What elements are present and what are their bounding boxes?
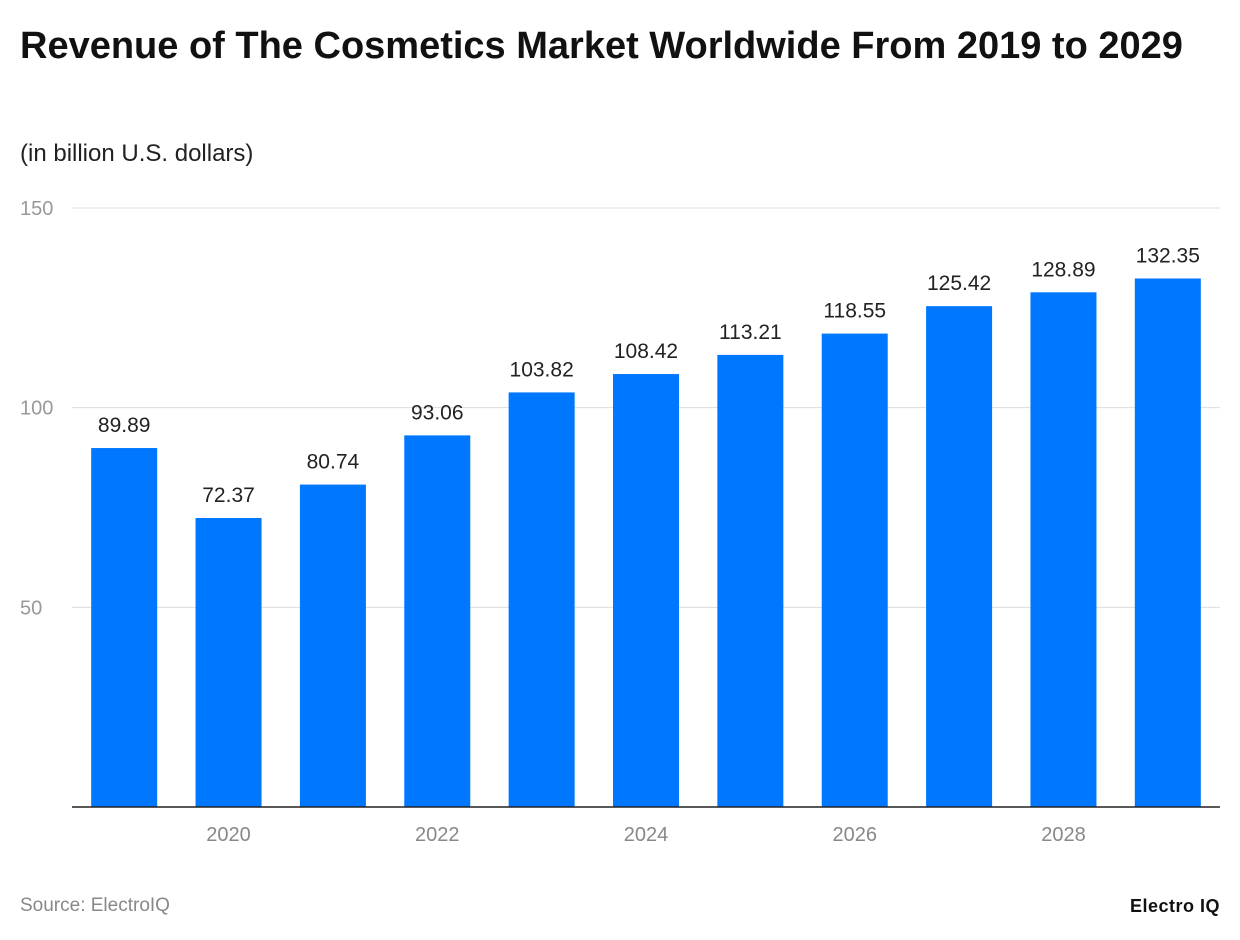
data-label: 108.42 bbox=[614, 340, 678, 363]
bar-2026 bbox=[821, 333, 888, 807]
chart-title: Revenue of The Cosmetics Market Worldwid… bbox=[20, 25, 1183, 67]
x-tick-label: 2020 bbox=[206, 824, 251, 846]
x-tick-label: 2022 bbox=[415, 824, 460, 846]
data-label: 132.35 bbox=[1136, 244, 1200, 267]
bar-2019 bbox=[91, 448, 158, 807]
bar-2023 bbox=[508, 392, 575, 807]
data-label: 118.55 bbox=[823, 300, 886, 323]
data-label: 89.89 bbox=[98, 414, 151, 437]
x-tick-label: 2028 bbox=[1041, 824, 1086, 846]
data-label: 93.06 bbox=[411, 401, 464, 424]
data-label: 80.74 bbox=[307, 451, 360, 474]
bar-2028 bbox=[1030, 292, 1097, 807]
data-label: 128.89 bbox=[1031, 258, 1095, 281]
bar-2024 bbox=[613, 374, 679, 807]
chart-subtitle: (in billion U.S. dollars) bbox=[20, 140, 254, 167]
source-note: Source: ElectroIQ bbox=[20, 895, 170, 916]
bar-2020 bbox=[195, 518, 262, 807]
data-label: 103.82 bbox=[510, 358, 574, 381]
data-label: 125.42 bbox=[927, 272, 991, 295]
y-tick-label: 150 bbox=[20, 198, 53, 220]
bar-2021 bbox=[299, 484, 366, 807]
bar-2027 bbox=[926, 306, 993, 807]
y-tick-label: 50 bbox=[20, 597, 42, 619]
data-label: 113.21 bbox=[719, 321, 782, 344]
bar-2022 bbox=[404, 435, 471, 807]
x-tick-label: 2024 bbox=[624, 824, 669, 846]
bar-2025 bbox=[717, 354, 784, 807]
y-tick-label: 100 bbox=[20, 398, 53, 420]
electroiq-logo: Electro IQ bbox=[1129, 896, 1220, 916]
x-tick-label: 2026 bbox=[832, 824, 877, 846]
data-label: 72.37 bbox=[202, 484, 255, 507]
bar-2029 bbox=[1134, 278, 1201, 808]
